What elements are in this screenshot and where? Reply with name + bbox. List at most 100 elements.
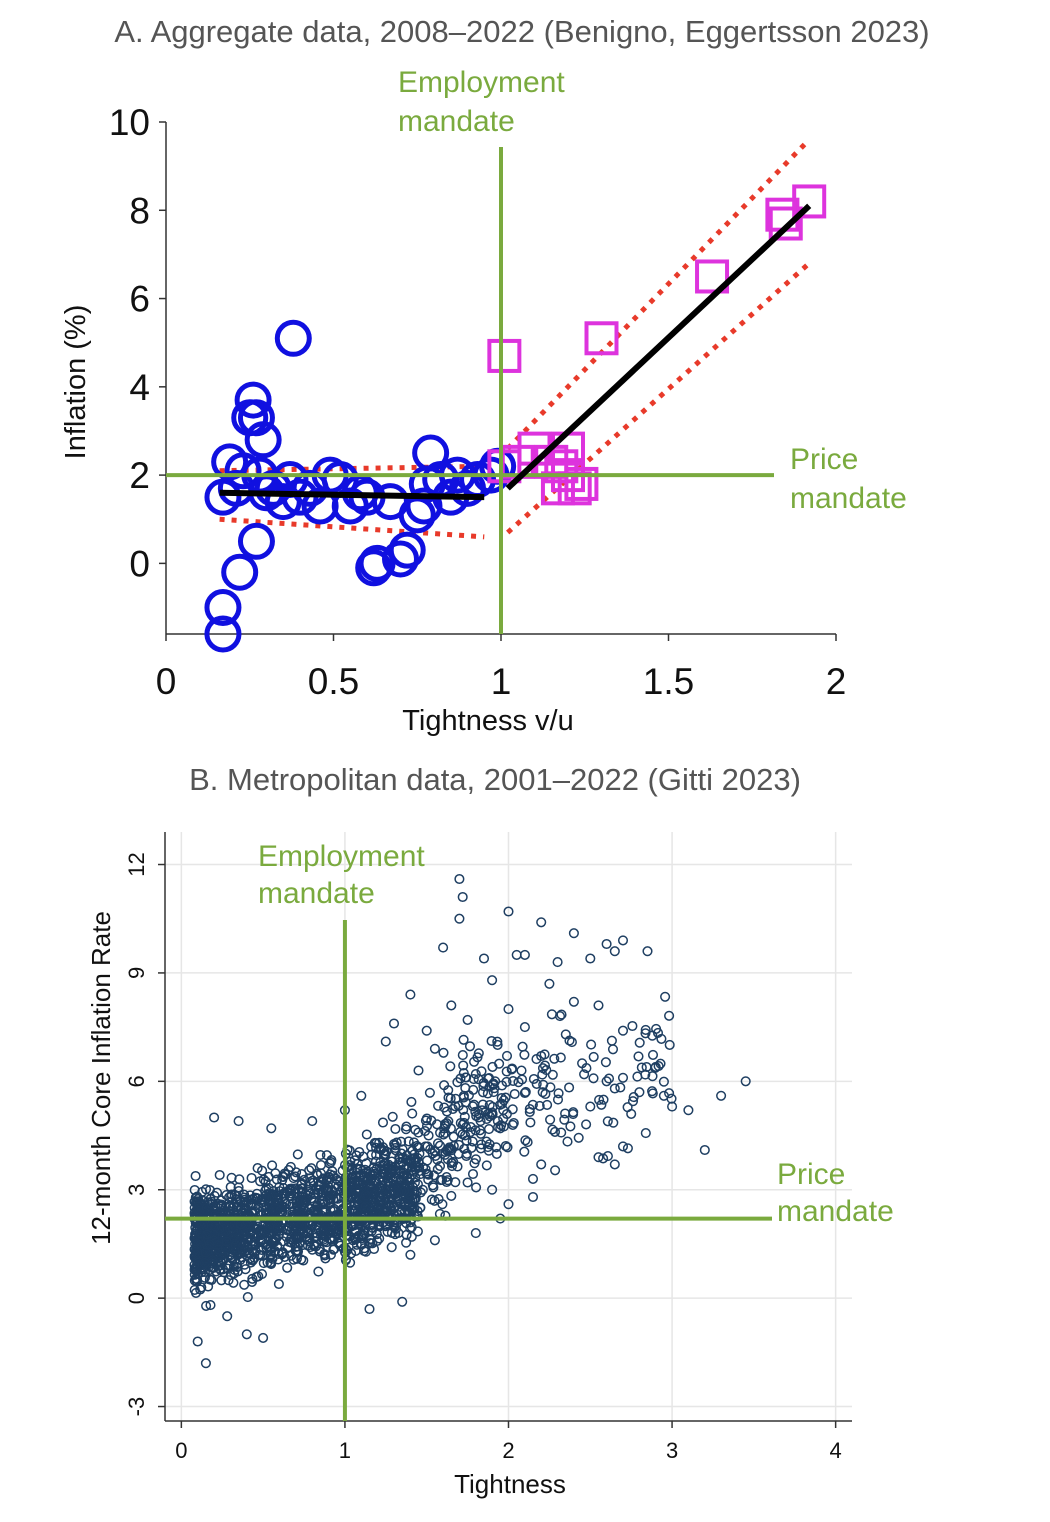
panel-b-metro-point — [224, 1192, 235, 1203]
panel-b-metro-point — [415, 1202, 426, 1213]
panel-b-metro-point — [329, 1206, 340, 1217]
panel-a-fit-line — [219, 489, 485, 501]
panel-b-metro-point — [492, 1036, 503, 1047]
panel-b-metro-point — [658, 1076, 669, 1087]
panel-b-metro-point — [634, 1087, 645, 1098]
panel-b-metro-point — [446, 1145, 457, 1156]
panel-a-circle-point — [224, 452, 262, 490]
panel-b-metro-point — [272, 1222, 283, 1233]
panel-b-metro-point — [556, 1009, 567, 1020]
panel-a-x-tick-label: 2 — [826, 661, 847, 702]
panel-b-metro-point — [214, 1169, 225, 1181]
panel-b-metro-point — [377, 1117, 389, 1128]
panel-b-metro-point — [602, 1116, 613, 1127]
panel-b-metro-point — [498, 1095, 509, 1106]
panel-a-circle-point — [234, 381, 272, 419]
panel-b-metro-point — [553, 1088, 564, 1099]
panel-b-metro-point — [401, 1237, 412, 1248]
panel-b-metro-point — [467, 1101, 478, 1112]
panel-b-metro-point — [550, 1165, 561, 1176]
panel-b-metro-point — [258, 1174, 269, 1185]
panel-b-metro-point — [328, 1244, 339, 1255]
panel-b-metro-point — [252, 1230, 263, 1242]
panel-b-metro-point — [393, 1186, 404, 1198]
panel-b-price-label-1: Price — [777, 1158, 845, 1191]
panel-b-metro-point — [598, 1094, 609, 1105]
panel-b-metro-point — [267, 1160, 278, 1171]
panel-b-metro-point — [386, 1227, 397, 1238]
panel-b-metro-point — [545, 1114, 556, 1125]
panel-b-metro-point — [454, 913, 465, 924]
panel-b-metro-point — [325, 1194, 336, 1205]
panel-b-metro-point — [458, 1068, 469, 1079]
panel-b-metro-point — [292, 1149, 303, 1160]
panel-b-metro-point — [470, 1069, 481, 1080]
panel-b-metro-point — [203, 1281, 214, 1292]
panel-b-metro-point — [327, 1221, 338, 1232]
panel-b-y-tick-label: 9 — [124, 967, 149, 979]
panel-b-metro-point — [423, 1130, 434, 1141]
panel-a-circle-point — [204, 615, 242, 653]
panel-b-metro-point — [414, 1162, 425, 1173]
panel-b-metro-point — [387, 1111, 398, 1122]
panel-b-metro-point — [367, 1192, 378, 1203]
panel-b-metro-point — [537, 1087, 548, 1098]
panel-b-metro-point — [266, 1259, 277, 1270]
panel-b-metro-point — [545, 1082, 556, 1093]
panel-b-metro-point — [313, 1266, 324, 1277]
panel-b-metro-point — [536, 1050, 547, 1062]
panel-b-metro-point — [647, 1071, 658, 1082]
panel-b-metro-point — [593, 1152, 604, 1163]
panel-b-metro-point — [519, 1087, 530, 1099]
panel-b-metro-point — [233, 1228, 244, 1239]
panel-b-metro-point — [634, 1037, 645, 1048]
panel-b-metro-point — [478, 1077, 489, 1088]
panel-b-metro-point — [405, 989, 416, 1000]
panel-b-metro-point — [462, 1014, 473, 1025]
panel-b-metro-point — [531, 1078, 542, 1089]
panel-b-metro-point — [453, 1139, 464, 1150]
panel-b-metro-point — [527, 1191, 539, 1203]
panel-a-circle-point — [388, 531, 426, 569]
panel-b-metro-point — [617, 1141, 629, 1152]
panel-b-metro-point — [594, 1094, 605, 1105]
panel-b-metro-point — [192, 1336, 203, 1347]
panel-b-metro-point — [192, 1191, 203, 1202]
panel-b-metro-point — [356, 1090, 367, 1101]
panel-b-y-tick-label: -3 — [124, 1397, 149, 1417]
panel-b-metro-point — [448, 1156, 459, 1167]
panel-b-metro-point — [478, 1080, 489, 1092]
panel-b-metro-point — [549, 1053, 560, 1064]
panel-b-metro-point — [362, 1168, 373, 1179]
panel-b-metro-point — [615, 1082, 626, 1093]
panel-b-metro-point — [389, 1201, 400, 1212]
panel-b-metro-point — [544, 978, 555, 989]
panel-b-metro-point — [507, 1119, 518, 1130]
panel-a-title: A. Aggregate data, 2008–2022 (Benigno, E… — [114, 14, 929, 49]
panel-b-metro-point — [394, 1198, 406, 1209]
panel-b-metro-point — [270, 1192, 282, 1203]
panel-b-metro-point — [658, 1090, 669, 1101]
panel-b-metro-point — [317, 1198, 328, 1209]
panel-b-metro-point — [469, 1056, 480, 1067]
panel-b-metro-point — [473, 1048, 484, 1059]
panel-b-metro-point — [568, 1107, 579, 1118]
panel-b-metro-point — [468, 1074, 479, 1085]
panel-a-x-tick-label: 0.5 — [308, 661, 359, 702]
panel-b-metro-point — [487, 1184, 498, 1195]
panel-b-metro-point — [542, 1099, 553, 1110]
panel-b-metro-point — [664, 1039, 675, 1050]
panel-a-ci-line — [505, 137, 811, 451]
panel-b-metro-point — [487, 975, 498, 986]
panel-a-circle-point — [204, 589, 242, 627]
panel-b-metro-point — [265, 1246, 276, 1257]
panel-b-metro-point — [603, 1073, 615, 1084]
panel-b-metro-point — [487, 1061, 498, 1072]
panel-a-employment-label-1: Employment — [398, 66, 565, 99]
panel-b-metro-point — [240, 1264, 251, 1275]
panel-a-circle-point — [221, 553, 259, 591]
panel-b-metro-point — [361, 1129, 372, 1140]
panel-b-metro-point — [432, 1154, 443, 1165]
panel-b-metro-point — [326, 1155, 337, 1166]
